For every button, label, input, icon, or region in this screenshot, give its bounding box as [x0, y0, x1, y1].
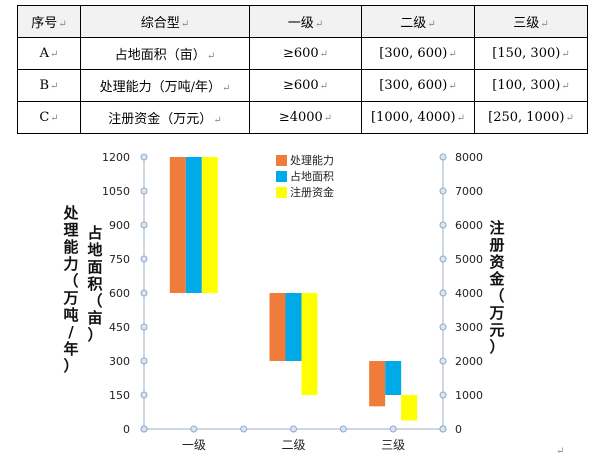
- table-cell: C↵: [17, 101, 81, 134]
- y-axis-title-left: 处理能力（万吨/年）: [62, 204, 79, 375]
- y-axis-title-right: 注册资金（万元）: [488, 219, 505, 356]
- x-tick-marker: [389, 425, 397, 433]
- table-cell: 注册资金（万元）↵: [80, 101, 250, 134]
- left-tick-label: 450: [109, 321, 130, 334]
- legend-swatch: [276, 187, 287, 198]
- y-axis-title-left-2: 占地面积（亩）: [87, 224, 102, 344]
- right-tick-marker: [439, 323, 447, 331]
- table-cell: [300, 600)↵: [361, 69, 475, 102]
- table-header-row: 序号↵ 综合型↵ 一级↵ 二级↵ 三级↵: [17, 5, 588, 38]
- right-tick-label: 7000: [455, 185, 483, 198]
- bar-注册资金: [401, 395, 418, 421]
- table-row: A↵ 占地面积（亩）↵ ≥600↵ [300, 600)↵ [150, 300)…: [17, 37, 588, 70]
- table-cell: [100, 300)↵: [474, 69, 588, 102]
- bar-注册资金: [301, 293, 318, 395]
- x-boundary-marker: [240, 425, 248, 433]
- table-cell: ≥4000↵: [249, 101, 362, 134]
- bar-占地面积: [285, 293, 302, 361]
- right-tick-label: 6000: [455, 219, 483, 232]
- paragraph-mark: ↵: [556, 446, 565, 457]
- bar-处理能力: [369, 361, 386, 407]
- x-tick-label: 二级: [281, 438, 305, 452]
- right-tick-marker: [439, 357, 447, 365]
- left-tick-label: 300: [109, 355, 130, 368]
- table-cell: [300, 600)↵: [361, 37, 475, 70]
- range-bar-chart: 0 150 300 450 600 750 900 1050 1200 0 1000 2000 3000…: [62, 151, 505, 452]
- right-tick-label: 4000: [455, 287, 483, 300]
- left-tick-marker: [140, 187, 148, 195]
- table-cell: [250, 1000)↵: [474, 101, 588, 134]
- right-tick-marker: [439, 391, 447, 399]
- header-cell: 二级↵: [361, 5, 475, 38]
- header-cell: 综合型↵: [80, 5, 250, 38]
- bar-占地面积: [385, 361, 402, 395]
- left-tick-marker: [140, 357, 148, 365]
- x-tick-label: 一级: [182, 438, 206, 452]
- bar-注册资金: [201, 157, 218, 293]
- right-tick-marker: [439, 255, 447, 263]
- left-tick-marker: [140, 391, 148, 399]
- table-cell: 占地面积（亩）↵: [80, 37, 250, 70]
- right-tick-marker: [439, 187, 447, 195]
- right-tick-marker: [439, 289, 447, 297]
- x-boundary-marker: [339, 425, 347, 433]
- left-tick-label: 600: [109, 287, 130, 300]
- left-tick-label: 750: [109, 253, 130, 266]
- table-cell: [150, 300)↵: [474, 37, 588, 70]
- header-cell: 序号↵: [17, 5, 81, 38]
- table-cell: 处理能力（万吨/年）↵: [80, 69, 250, 102]
- table-row: C↵ 注册资金（万元）↵ ≥4000↵ [1000, 4000)↵ [250, …: [17, 101, 588, 134]
- x-tick-marker: [190, 425, 198, 433]
- x-tick-label: 三级: [381, 438, 405, 452]
- bar-处理能力: [169, 157, 186, 293]
- table-cell: B↵: [17, 69, 81, 102]
- table-cell: A↵: [17, 37, 81, 70]
- bar-占地面积: [185, 157, 202, 293]
- table-cell: ≥600↵: [249, 37, 362, 70]
- x-boundary-marker: [140, 425, 148, 433]
- criteria-table: 序号↵ 综合型↵ 一级↵ 二级↵ 三级↵ A↵ 占地面积（亩）↵ ≥600↵ […: [17, 5, 588, 134]
- legend-swatch: [276, 155, 287, 166]
- legend-swatch: [276, 171, 287, 182]
- left-tick-label: 150: [109, 389, 130, 402]
- table-row: B↵ 处理能力（万吨/年）↵ ≥600↵ [300, 600)↵ [100, 3…: [17, 69, 588, 102]
- right-tick-label: 3000: [455, 321, 483, 334]
- left-tick-label: 900: [109, 219, 130, 232]
- right-tick-label: 5000: [455, 253, 483, 266]
- table-cell: ≥600↵: [249, 69, 362, 102]
- x-tick-marker: [290, 425, 297, 433]
- right-tick-marker: [439, 221, 447, 229]
- right-tick-label: 1000: [455, 389, 483, 402]
- right-tick-label: 2000: [455, 355, 483, 368]
- left-tick-marker: [140, 221, 148, 229]
- left-tick-label: 0: [123, 423, 130, 436]
- table-cell: [1000, 4000)↵: [361, 101, 475, 134]
- left-tick-marker: [140, 289, 148, 297]
- bar-处理能力: [269, 293, 286, 361]
- header-cell: 三级↵: [474, 5, 588, 38]
- legend-label: 占地面积: [290, 169, 334, 183]
- legend-label: 注册资金: [290, 185, 334, 199]
- x-boundary-marker: [439, 425, 447, 433]
- left-tick-marker: [140, 153, 148, 161]
- left-tick-marker: [140, 323, 148, 331]
- right-tick-marker: [439, 153, 447, 161]
- left-tick-marker: [140, 255, 148, 263]
- right-tick-label: 8000: [455, 151, 483, 164]
- right-tick-label: 0: [455, 423, 462, 436]
- left-tick-label: 1050: [102, 185, 130, 198]
- legend-label: 处理能力: [290, 153, 334, 167]
- header-cell: 一级↵: [249, 5, 362, 38]
- left-tick-label: 1200: [102, 151, 130, 164]
